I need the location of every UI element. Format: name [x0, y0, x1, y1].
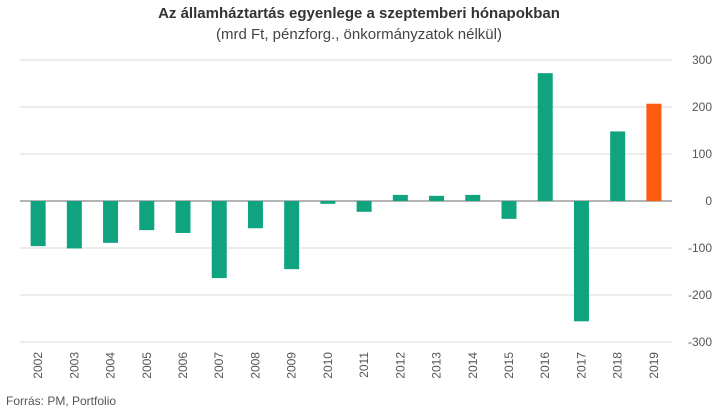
x-axis-labels: 2002 2003 2004 2005 2006 2007 2008 2009 2010 2011… — [31, 352, 661, 379]
bar-2007 — [211, 201, 227, 279]
source-note: Forrás: PM, Portfolio — [6, 394, 117, 408]
bar-2006 — [175, 201, 191, 233]
x-tick-label: 2013 — [430, 352, 444, 379]
x-tick-label: 2017 — [574, 352, 588, 379]
y-axis-labels: -300 -200 -100 0 100 200 300 — [688, 53, 712, 349]
y-tick-label: -300 — [688, 335, 712, 349]
x-tick-label: 2011 — [357, 352, 371, 378]
bar-2017 — [573, 201, 589, 322]
x-tick-label: 2007 — [212, 352, 226, 379]
bar-2013 — [429, 195, 445, 201]
chart-subtitle: (mrd Ft, pénzforg., önkormányzatok nélkü… — [216, 26, 502, 43]
x-tick-label: 2012 — [393, 352, 407, 379]
x-tick-label: 2019 — [647, 352, 661, 379]
x-tick-label: 2010 — [321, 352, 335, 379]
x-tick-label: 2004 — [104, 352, 118, 379]
x-tick-label: 2018 — [611, 352, 625, 379]
y-tick-label: -200 — [688, 288, 712, 302]
x-tick-label: 2003 — [67, 352, 81, 379]
x-tick-label: 2008 — [248, 352, 262, 379]
bar-2003 — [66, 201, 82, 249]
bar-2012 — [392, 194, 408, 201]
bar-2011 — [356, 201, 372, 212]
bar-2009 — [284, 201, 300, 270]
x-tick-label: 2016 — [538, 352, 552, 379]
bar-2008 — [247, 201, 263, 229]
x-tick-label: 2014 — [466, 352, 480, 379]
bar-2005 — [139, 201, 155, 231]
bars — [30, 73, 662, 322]
bar-2014 — [465, 194, 481, 201]
bar-2004 — [103, 201, 119, 243]
y-tick-label: 100 — [692, 147, 712, 161]
bar-2016 — [537, 73, 553, 201]
chart-title: Az államháztartás egyenlege a szeptember… — [158, 5, 560, 22]
bar-2002 — [30, 201, 46, 247]
x-tick-label: 2005 — [140, 352, 154, 379]
bar-2018 — [610, 131, 626, 201]
y-tick-label: 200 — [692, 100, 712, 114]
x-tick-label: 2006 — [176, 352, 190, 379]
bar-2019 — [646, 103, 662, 201]
x-tick-label: 2009 — [285, 352, 299, 379]
x-tick-label: 2015 — [502, 352, 516, 379]
gridlines — [20, 59, 672, 343]
bar-2010 — [320, 201, 336, 204]
y-tick-label: -100 — [688, 241, 712, 255]
bar-2015 — [501, 201, 517, 219]
y-tick-label: 0 — [705, 194, 712, 208]
y-tick-label: 300 — [692, 53, 712, 67]
x-tick-label: 2002 — [31, 352, 45, 379]
